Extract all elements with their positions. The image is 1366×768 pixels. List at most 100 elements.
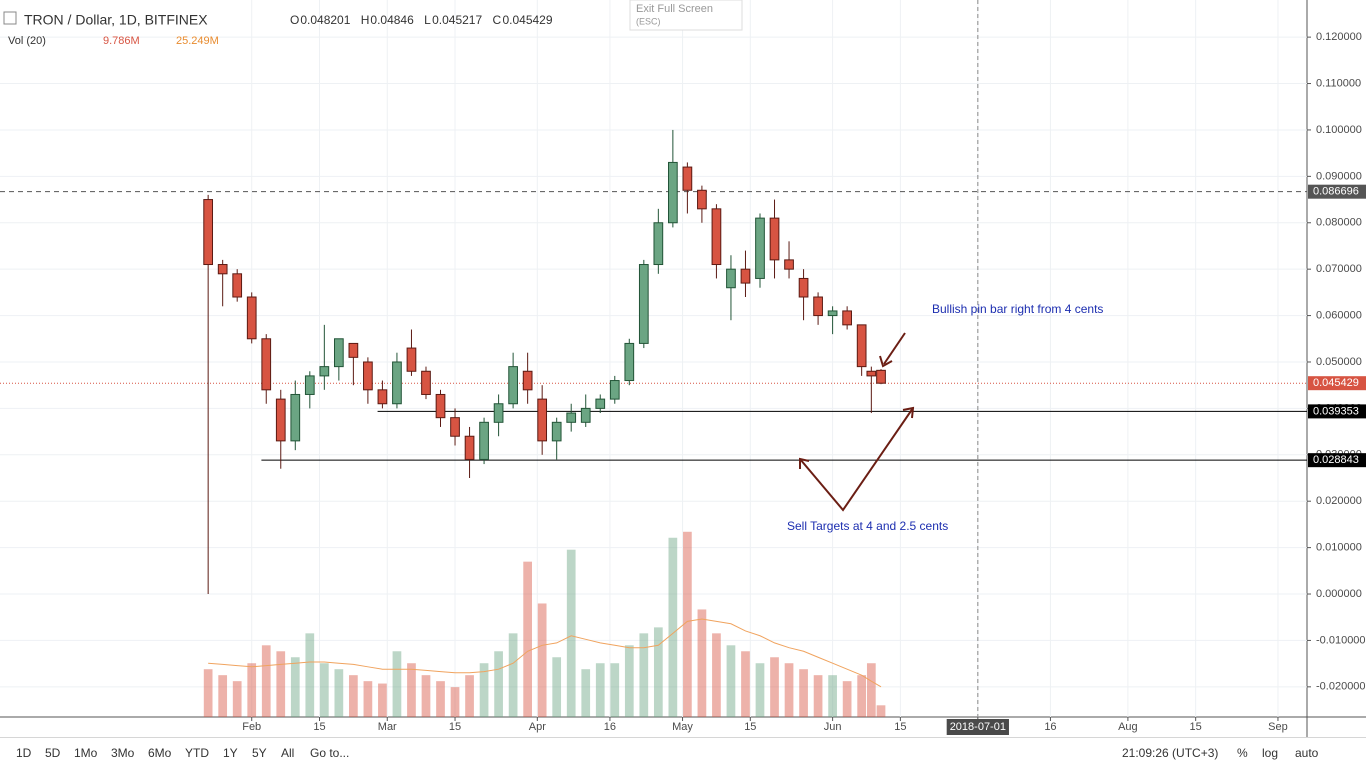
candle-body <box>392 361 402 405</box>
volume-bar <box>842 681 852 717</box>
chart: Bullish pin bar right from 4 cents Sell … <box>0 0 1366 737</box>
y-tick-label: 0.090000 <box>1316 170 1362 182</box>
y-tick-label: 0.010000 <box>1316 542 1362 554</box>
price-badge <box>1308 184 1366 199</box>
volume-pane <box>203 531 886 717</box>
scale-option[interactable]: % <box>1237 746 1248 760</box>
volume-bar <box>494 651 503 717</box>
volume-bar <box>363 681 373 717</box>
range-button[interactable]: 5Y <box>252 746 267 760</box>
volume-bar <box>392 651 402 717</box>
bottom-toolbar: 1D 5D 1Mo 3Mo 6Mo YTD 1Y 5Y All Go to... 21:09:26 … <box>0 737 1366 768</box>
volume-bar <box>276 651 286 717</box>
candle-body <box>697 189 707 210</box>
volume-bar <box>828 675 837 717</box>
ohlc-label: O <box>290 13 299 27</box>
volume-bar <box>624 645 634 717</box>
x-tick-highlight <box>946 719 1009 735</box>
y-tick-label: 0.080000 <box>1316 217 1362 229</box>
y-tick-label: 0.050000 <box>1316 356 1362 368</box>
x-tick-label: Feb <box>242 721 261 733</box>
candle-body <box>842 310 852 326</box>
candle-body <box>217 264 228 275</box>
volume-bar <box>668 537 678 717</box>
range-button[interactable]: All <box>281 746 295 760</box>
y-tick-label: -0.010000 <box>1316 634 1366 646</box>
volume-bar <box>232 681 242 717</box>
range-button[interactable]: 1D <box>16 746 32 760</box>
volume-bar <box>866 663 876 717</box>
x-tick-label: Jun <box>824 721 842 733</box>
candle-body <box>653 222 664 266</box>
volume-bar <box>290 657 300 717</box>
volume-bar <box>639 633 649 717</box>
clock: 21:09:26 (UTC+3) <box>1122 746 1219 760</box>
candle-body <box>769 217 780 261</box>
range-button[interactable]: 3Mo <box>111 746 135 760</box>
price-badge-label: 0.039353 <box>1313 405 1359 417</box>
candle-body <box>638 264 649 344</box>
range-button[interactable]: 1Y <box>223 746 238 760</box>
x-tick-label: 15 <box>744 721 756 733</box>
candle-body <box>876 369 886 384</box>
x-tick-label: 15 <box>1190 721 1202 733</box>
candle-body <box>711 208 722 266</box>
grid <box>0 0 1307 717</box>
ohlc-value: 0.048201 <box>300 13 350 27</box>
range-button[interactable]: YTD <box>185 746 209 760</box>
price-badge-label: 0.045429 <box>1313 377 1359 389</box>
volume-ma-legend-value: 25.249M <box>176 35 219 47</box>
price-badge-label: 0.086696 <box>1313 186 1359 198</box>
volume-bar <box>203 669 213 717</box>
scale-option[interactable]: log <box>1262 746 1279 760</box>
symbol-icon <box>3 11 17 25</box>
candle-body <box>827 310 838 317</box>
ohlc-value: 0.045429 <box>502 13 552 27</box>
ohlc-label: C <box>492 13 501 27</box>
annotation: Sell Targets at 4 and 2.5 cents <box>787 519 948 533</box>
price-badge <box>1308 376 1366 391</box>
goto-button[interactable]: Go to... <box>310 746 350 760</box>
range-button[interactable]: 6Mo <box>148 746 172 760</box>
x-tick-label: May <box>672 721 693 733</box>
annotation-arrows <box>799 332 915 512</box>
volume-bar <box>261 645 271 717</box>
volume-bar <box>421 675 431 717</box>
candle-body <box>435 393 446 419</box>
candle-body <box>784 259 794 270</box>
candle-body <box>203 199 214 266</box>
candle-body <box>726 268 736 289</box>
scale-option[interactable]: auto <box>1295 746 1319 760</box>
candle-body <box>551 421 562 442</box>
candle-body <box>464 435 475 460</box>
y-tick-label: 0.100000 <box>1316 124 1362 136</box>
price-badge <box>1308 404 1366 419</box>
candle-body <box>740 268 751 284</box>
candle-body <box>232 273 243 298</box>
volume-legend-value: 9.786M <box>103 35 140 47</box>
overlay-title: Exit Full Screen <box>636 3 713 15</box>
candle-body <box>508 366 518 405</box>
candle-body <box>479 421 489 460</box>
range-button[interactable]: 5D <box>45 746 61 760</box>
volume-bar <box>697 609 707 717</box>
y-tick-label: 0.120000 <box>1316 31 1362 43</box>
price-lines <box>0 0 1307 717</box>
ohlc-value: 0.04846 <box>370 13 414 27</box>
volume-bar <box>784 663 794 717</box>
candle-body <box>624 342 635 382</box>
fullscreen-overlay[interactable] <box>629 0 743 31</box>
volume-bar <box>305 633 315 717</box>
volume-bar <box>799 669 808 717</box>
range-button[interactable]: 1Mo <box>74 746 98 760</box>
volume-bar <box>450 687 460 717</box>
volume-bar <box>508 633 518 717</box>
volume-bar <box>247 663 257 717</box>
y-tick-label: 0.110000 <box>1316 77 1361 89</box>
arrow-head <box>902 406 915 419</box>
arrow-head <box>879 355 893 368</box>
volume-bar <box>726 645 736 717</box>
candle-body <box>755 217 765 279</box>
ohlc-label: H <box>361 13 370 27</box>
candle-body <box>406 347 417 372</box>
